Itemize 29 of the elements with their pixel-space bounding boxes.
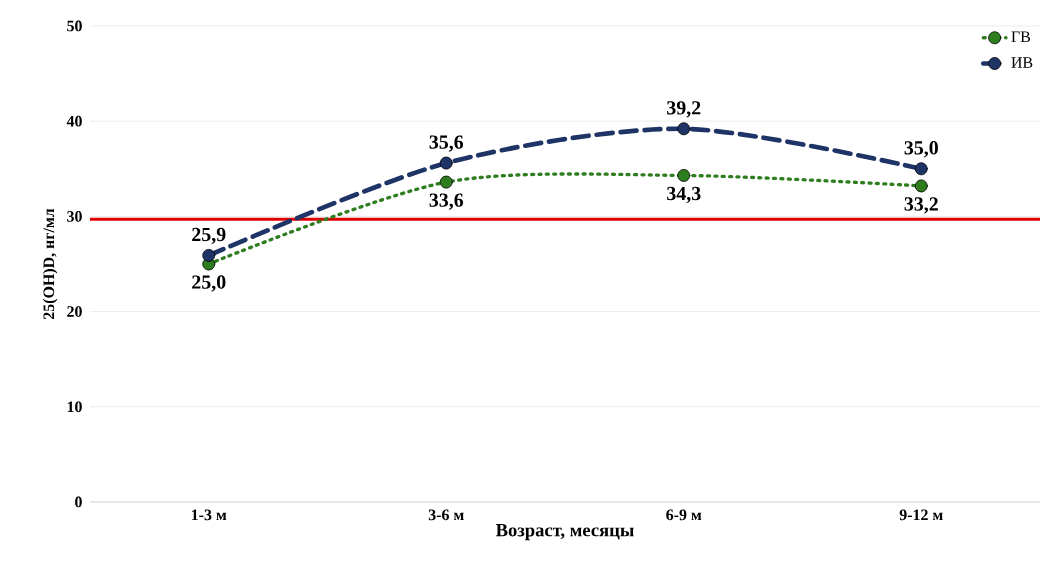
point bbox=[677, 122, 691, 136]
x-axis-title: Возраст, месяцы bbox=[495, 524, 634, 541]
data-label: 33,6 bbox=[429, 193, 464, 210]
legend-label: ИВ bbox=[1011, 57, 1033, 68]
point bbox=[202, 249, 216, 262]
y-tick-label: 30 bbox=[67, 211, 82, 222]
point bbox=[677, 169, 691, 183]
y-tick-label: 20 bbox=[67, 306, 82, 318]
legend-label: ГВ bbox=[1011, 31, 1031, 43]
y-axis-title: 25(OH)D, нг/мл bbox=[42, 208, 58, 320]
y-tick-label: 50 bbox=[67, 20, 82, 32]
y-tick-label: 40 bbox=[66, 115, 82, 127]
y-tick-label: 0 bbox=[75, 496, 82, 508]
point bbox=[439, 156, 453, 170]
point bbox=[914, 179, 928, 193]
data-label: 33,2 bbox=[904, 197, 938, 214]
y-tick-label: 10 bbox=[67, 401, 82, 413]
data-label: 25,9 bbox=[192, 227, 226, 245]
x-tick-label: 9-12 м bbox=[899, 509, 943, 521]
x-tick-label: 1-3 м bbox=[191, 509, 227, 521]
point bbox=[914, 162, 928, 176]
data-label: 34,3 bbox=[667, 186, 701, 204]
x-tick-label: 3-6 м bbox=[428, 509, 464, 521]
data-label: 25,0 bbox=[192, 275, 226, 292]
x-tick-label: 6-9 м bbox=[666, 509, 702, 521]
data-label: 35,6 bbox=[429, 135, 464, 152]
point bbox=[439, 175, 453, 189]
data-label: 35,0 bbox=[904, 141, 938, 158]
data-label: 39,2 bbox=[667, 101, 701, 118]
